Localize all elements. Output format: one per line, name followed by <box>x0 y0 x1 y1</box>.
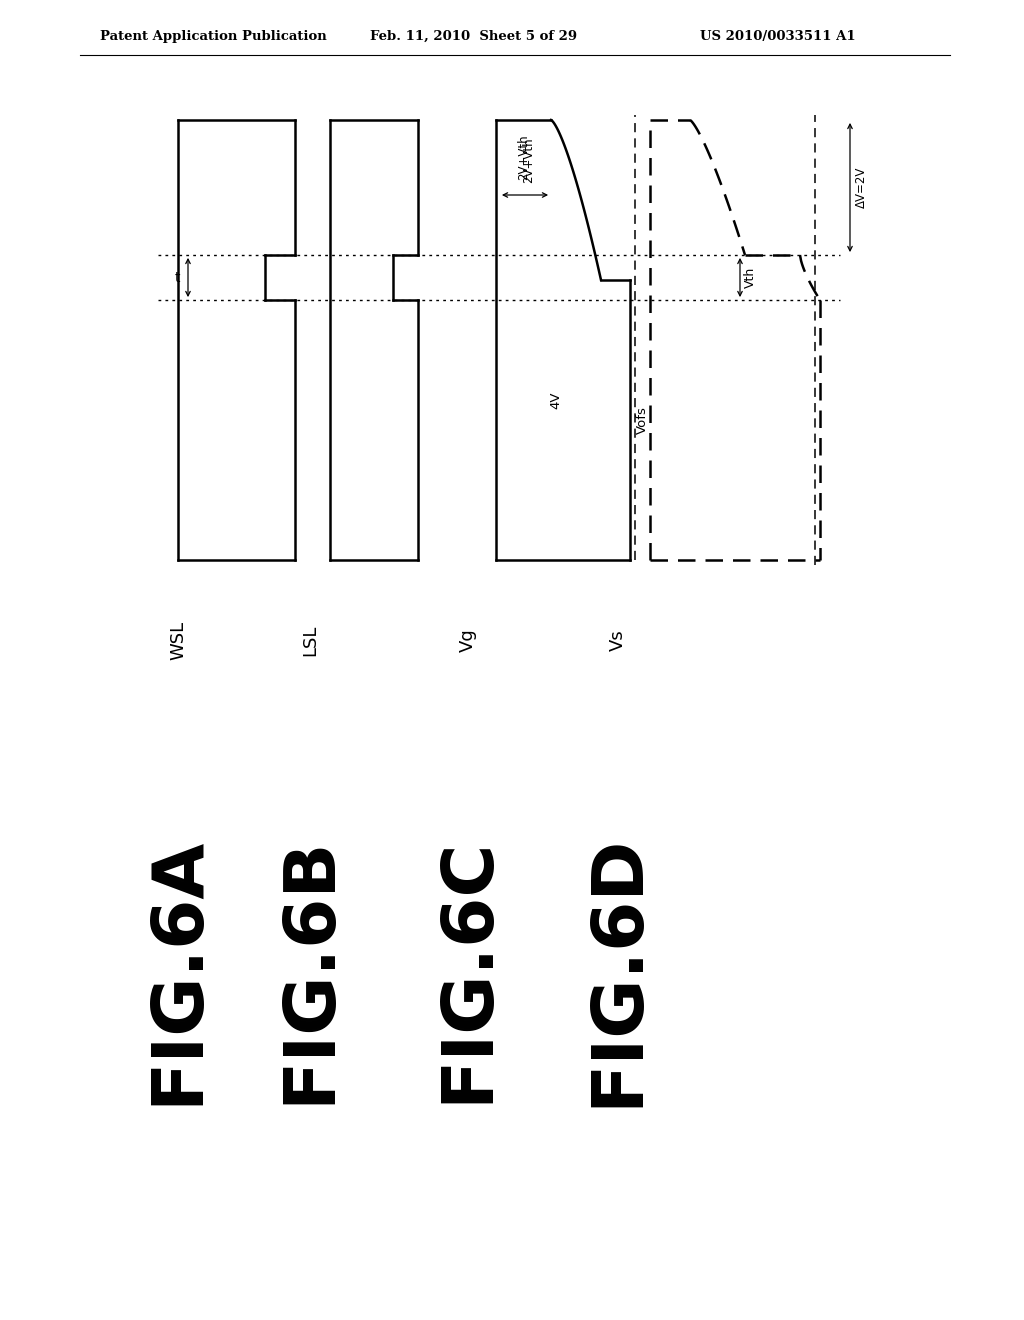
Text: Patent Application Publication: Patent Application Publication <box>100 30 327 44</box>
Text: US 2010/0033511 A1: US 2010/0033511 A1 <box>700 30 856 44</box>
Text: FIG.6D: FIG.6D <box>584 833 652 1106</box>
Text: Vofs: Vofs <box>636 407 648 434</box>
Text: Vg: Vg <box>459 628 477 652</box>
Text: FIG.6A: FIG.6A <box>143 836 213 1105</box>
Text: WSL: WSL <box>169 620 187 660</box>
Text: 4V: 4V <box>550 391 562 409</box>
Text: Vs: Vs <box>609 630 627 651</box>
Text: ΔV=2V: ΔV=2V <box>855 166 868 209</box>
Text: LSL: LSL <box>301 624 319 656</box>
Text: 2V+Vth: 2V+Vth <box>517 135 530 180</box>
Text: FIG.6C: FIG.6C <box>433 837 503 1104</box>
Text: Vth: Vth <box>744 267 757 288</box>
Text: 2V+Vth: 2V+Vth <box>522 137 535 183</box>
Text: FIG.6B: FIG.6B <box>275 836 344 1105</box>
Text: t: t <box>174 271 180 285</box>
Text: Feb. 11, 2010  Sheet 5 of 29: Feb. 11, 2010 Sheet 5 of 29 <box>370 30 578 44</box>
